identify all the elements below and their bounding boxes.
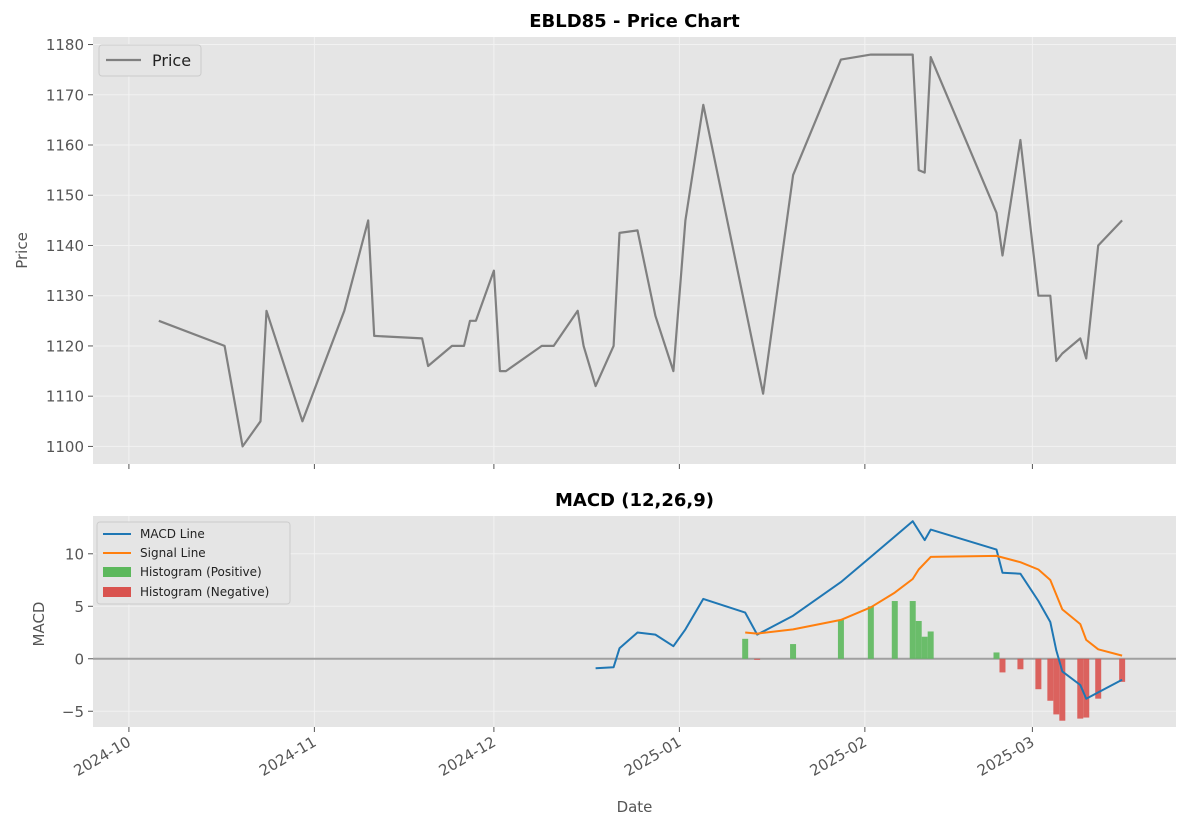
x-tick-label: 2024-11 — [256, 733, 319, 780]
histogram-negative-bar — [999, 658, 1006, 673]
histogram-positive-bar — [837, 619, 844, 659]
histogram-positive-bar — [909, 601, 916, 659]
macd-chart-title: MACD (12,26,9) — [555, 490, 714, 511]
macd-chart-panel: −5 0 5 10 2024-10 2024-11 2024-12 2025-01 2025-… — [30, 490, 1176, 816]
price-series-line — [158, 53, 1123, 448]
histogram-positive-bar — [927, 631, 934, 659]
histogram-positive-bar — [915, 620, 922, 659]
histogram-positive-bar — [742, 638, 749, 659]
macd-y-axis-label: MACD — [30, 602, 48, 647]
y-tick-label: −5 — [62, 703, 84, 721]
price-y-axis: 1100 1110 1120 1130 1140 1150 1160 1170 1180 — [46, 36, 93, 456]
price-plot-area — [93, 37, 1176, 464]
y-tick-label: 1140 — [46, 237, 84, 255]
macd-x-axis-label: Date — [617, 798, 653, 816]
y-tick-label: 1170 — [46, 86, 84, 104]
price-legend-label: Price — [152, 51, 191, 70]
price-chart-panel: 1100 1110 1120 1130 1140 1150 1160 1170 1180 EBL… — [13, 11, 1176, 469]
y-tick-label: 1110 — [46, 388, 84, 406]
x-tick-label: 2025-01 — [621, 733, 684, 780]
price-legend-box — [98, 44, 202, 77]
histogram-negative-bar — [1059, 658, 1066, 721]
macd-legend-label-hist-pos: Histogram (Positive) — [140, 565, 262, 579]
price-grid — [93, 37, 1176, 464]
price-x-axis — [128, 464, 1033, 469]
macd-legend: MACD Line Signal Line Histogram (Positiv… — [96, 521, 291, 605]
histogram-positive-bar — [921, 636, 928, 659]
histogram-negative-bar — [1053, 658, 1060, 715]
macd-legend-label-macd: MACD Line — [140, 527, 205, 541]
y-tick-label: 1100 — [46, 438, 84, 456]
macd-legend-box — [96, 521, 291, 605]
price-chart-title: EBLD85 - Price Chart — [529, 11, 740, 32]
histogram-positive-bar — [790, 644, 797, 659]
histogram-positive-bar — [891, 601, 898, 659]
y-tick-label: 0 — [74, 650, 84, 668]
x-tick-label: 2025-03 — [974, 733, 1037, 780]
histogram-negative-bar — [1077, 658, 1084, 719]
histogram-positive-bar — [993, 652, 1000, 659]
x-tick-label: 2024-12 — [436, 733, 499, 780]
y-tick-label: 1160 — [46, 137, 84, 155]
price-y-axis-label: Price — [13, 232, 31, 269]
histogram-negative-bar — [1047, 658, 1054, 701]
x-tick-label: 2024-10 — [71, 733, 134, 780]
signal-line-series-line — [745, 554, 1123, 657]
histogram-negative-bar — [1035, 658, 1042, 690]
macd-x-axis: 2024-10 2024-11 2024-12 2025-01 2025-02 2025-… — [71, 727, 1037, 780]
price-legend: Price — [98, 44, 202, 77]
macd-legend-label-hist-neg: Histogram (Negative) — [140, 585, 269, 599]
y-tick-label: 1130 — [46, 287, 84, 305]
x-tick-label: 2025-02 — [807, 733, 870, 780]
histogram-negative-bar — [1119, 658, 1126, 682]
y-tick-label: 1150 — [46, 187, 84, 205]
price-series — [158, 53, 1123, 448]
macd-series — [93, 520, 1176, 721]
y-tick-label: 5 — [74, 598, 84, 616]
histogram-negative-bar — [1083, 658, 1090, 718]
y-tick-label: 10 — [65, 545, 84, 563]
macd-legend-label-signal: Signal Line — [140, 546, 206, 560]
macd-line-series-line — [595, 520, 1123, 700]
macd-y-axis: −5 0 5 10 — [62, 545, 93, 721]
histogram-negative-bar — [1017, 658, 1024, 670]
macd-legend-swatch-hist-pos — [103, 567, 131, 577]
histogram-positive-bar — [867, 606, 874, 659]
histogram-negative-bar — [754, 658, 761, 660]
macd-legend-swatch-hist-neg — [103, 587, 131, 597]
y-tick-label: 1120 — [46, 337, 84, 355]
histogram-negative-bar — [1095, 658, 1102, 699]
y-tick-label: 1180 — [46, 36, 84, 54]
